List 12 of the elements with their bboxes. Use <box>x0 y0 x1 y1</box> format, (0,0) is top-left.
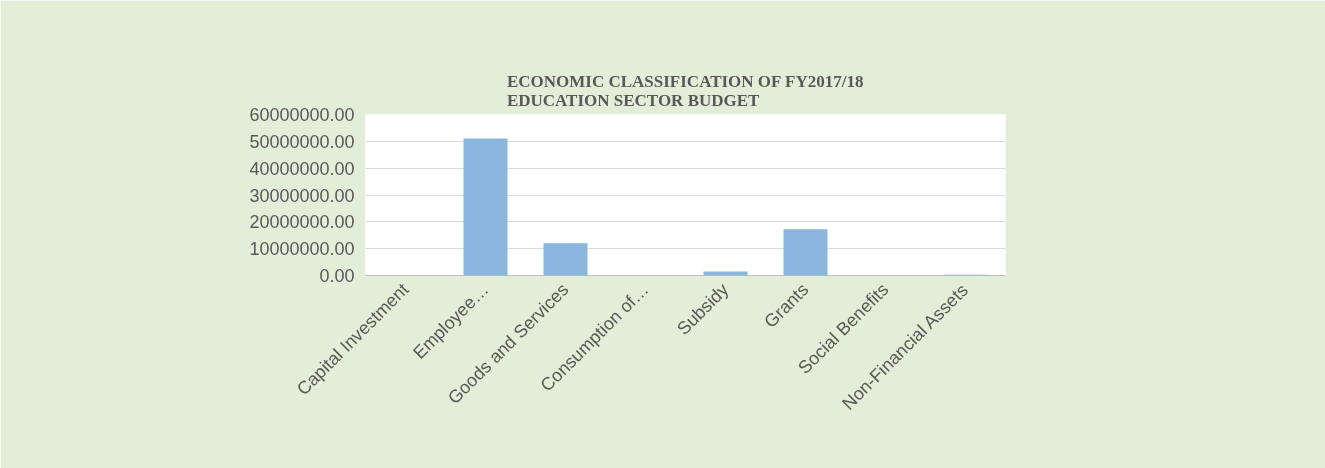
y-tick-label: 30000000.00 <box>249 185 355 206</box>
bar <box>463 138 508 276</box>
y-tick-label: 10000000.00 <box>249 239 355 260</box>
chart-title: ECONOMIC CLASSIFICATION OF FY2017/18 EDUCATION SECTOR BUDGET <box>506 71 864 110</box>
y-tick-label: 60000000.00 <box>249 105 355 125</box>
y-tick-label: 40000000.00 <box>249 158 355 179</box>
bar <box>703 271 748 276</box>
bar <box>543 243 588 276</box>
y-tick-label: 50000000.00 <box>249 131 355 152</box>
bar <box>783 229 828 276</box>
y-tick-label: 0.00 <box>319 266 355 286</box>
y-tick-label: 20000000.00 <box>249 212 355 233</box>
